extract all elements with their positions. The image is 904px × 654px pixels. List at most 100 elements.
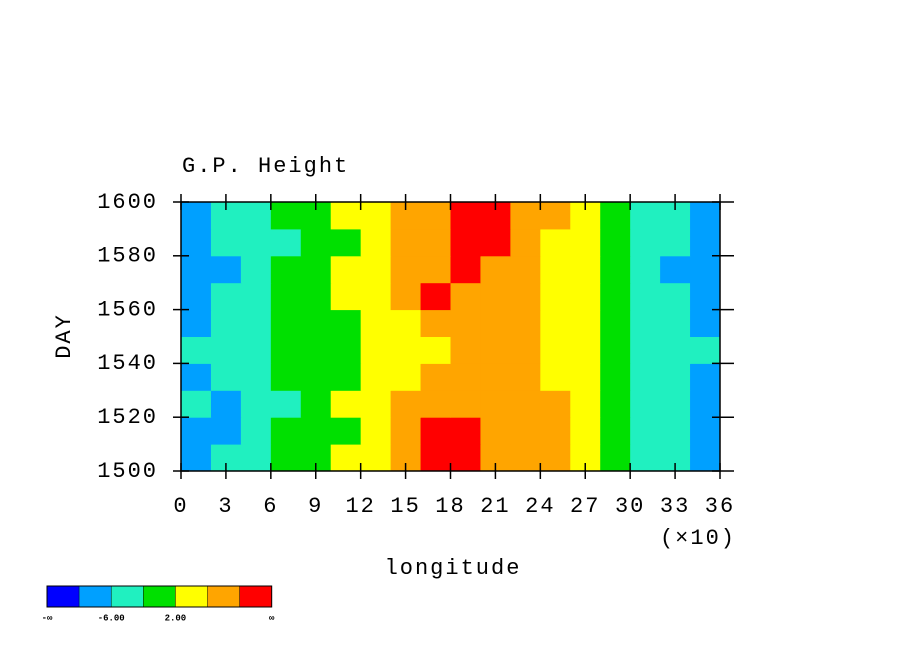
cell <box>540 228 571 257</box>
cell <box>330 390 362 418</box>
y-tick-label: 1520 <box>97 405 158 430</box>
cell <box>360 282 392 311</box>
cell <box>540 309 571 337</box>
colorbar-swatch <box>207 586 240 607</box>
x-tick-label: 36 <box>705 494 735 519</box>
cell <box>690 336 721 364</box>
cell <box>660 390 691 418</box>
cell <box>240 228 272 257</box>
cell <box>630 417 661 445</box>
colorbar-tick-label: 2.00 <box>165 613 187 623</box>
cell <box>480 336 511 364</box>
cell <box>570 228 601 257</box>
cell <box>630 309 661 337</box>
colorbar-swatch <box>175 586 208 607</box>
cell <box>300 255 332 284</box>
cell <box>270 444 302 472</box>
cell <box>420 309 451 337</box>
cell <box>510 417 541 445</box>
cell <box>600 390 631 418</box>
cell <box>570 390 601 418</box>
x-tick-label: 12 <box>345 494 375 519</box>
cell <box>210 309 242 337</box>
cell <box>510 336 541 364</box>
cell <box>510 282 541 311</box>
cell <box>270 336 302 364</box>
cell <box>240 444 272 472</box>
cell <box>690 228 721 257</box>
y-tick-label: 1580 <box>97 244 158 269</box>
cell <box>570 417 601 445</box>
cell <box>181 309 212 337</box>
cell <box>630 228 661 257</box>
chart-title: G.P. Height <box>182 154 349 179</box>
cell <box>510 444 541 472</box>
cell <box>600 309 631 337</box>
cell <box>630 336 661 364</box>
cell <box>360 228 392 257</box>
cell <box>300 309 332 337</box>
colorbar-frame <box>46 585 273 608</box>
cell <box>270 228 302 257</box>
colorbar-swatch <box>47 586 80 607</box>
cell <box>480 255 511 284</box>
cell <box>660 417 691 445</box>
cell <box>181 390 212 418</box>
cell <box>540 417 571 445</box>
cell <box>630 390 661 418</box>
cell <box>420 417 451 445</box>
cell <box>540 363 571 391</box>
cell <box>360 363 392 391</box>
cell <box>450 282 481 311</box>
cell <box>330 228 362 257</box>
x-tick-label: 21 <box>480 494 510 519</box>
cell <box>240 336 272 364</box>
cell <box>181 228 212 257</box>
cell <box>240 390 272 418</box>
cell <box>240 309 272 337</box>
cell <box>181 202 212 230</box>
cell <box>570 309 601 337</box>
x-tick-label: 18 <box>435 494 465 519</box>
colorbar-end-label: ∞ <box>269 613 275 623</box>
cell <box>360 309 392 337</box>
cell <box>450 363 481 391</box>
cell <box>480 309 511 337</box>
cell <box>390 390 422 418</box>
cell <box>630 282 661 311</box>
cell <box>181 282 212 311</box>
cell <box>600 444 631 472</box>
cell <box>360 255 392 284</box>
cell <box>600 336 631 364</box>
cell <box>390 228 422 257</box>
colorbar-swatch <box>111 586 144 607</box>
x-tick-label: 15 <box>390 494 420 519</box>
cell <box>181 255 212 284</box>
cell <box>690 202 721 230</box>
cell <box>510 228 541 257</box>
cell <box>660 363 691 391</box>
cell <box>690 309 721 337</box>
cell <box>270 417 302 445</box>
cell <box>330 444 362 472</box>
cell <box>660 228 691 257</box>
cell <box>630 202 661 230</box>
x-tick-label: 30 <box>615 494 645 519</box>
cell <box>510 363 541 391</box>
cell <box>330 336 362 364</box>
cell <box>360 202 392 230</box>
cell <box>420 282 451 311</box>
cell <box>420 444 451 472</box>
cell <box>690 255 721 284</box>
cell <box>300 228 332 257</box>
cell <box>480 282 511 311</box>
cell <box>480 363 511 391</box>
cell <box>181 363 212 391</box>
cell <box>360 417 392 445</box>
cell <box>510 202 541 230</box>
cell <box>540 255 571 284</box>
cell <box>330 309 362 337</box>
cell <box>450 228 481 257</box>
cell <box>540 282 571 311</box>
